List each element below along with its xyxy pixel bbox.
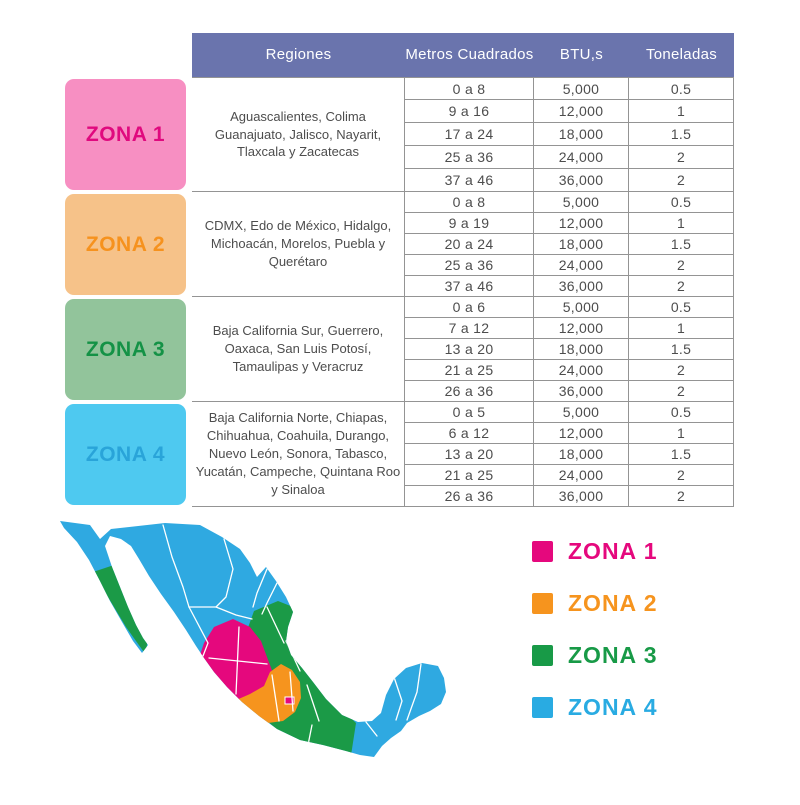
regions-cell: CDMX, Edo de México, Hidalgo, Michoacán,… <box>192 192 405 297</box>
legend-item: ZONA 3 <box>532 641 658 668</box>
regions-cell: Aguascalientes, Colima Guanajuato, Jalis… <box>192 77 405 192</box>
ton-cell: 2 <box>629 465 734 486</box>
header-btus: BTU,s <box>534 33 629 77</box>
ton-cell: 1 <box>629 100 734 123</box>
ton-cell: 1.5 <box>629 339 734 360</box>
table-sections: ZONA 1 Aguascalientes, Colima Guanajuato,… <box>65 77 734 507</box>
zone-label: ZONA 3 <box>65 299 186 400</box>
m2-cell: 37 a 46 <box>405 276 534 297</box>
map-region-baja-sur <box>90 565 148 655</box>
m2-cell: 20 a 24 <box>405 234 534 255</box>
m2-cell: 0 a 8 <box>405 192 534 213</box>
btu-cell: 12,000 <box>534 318 629 339</box>
btu-cell: 24,000 <box>534 146 629 169</box>
legend-item: ZONA 4 <box>532 693 658 720</box>
mexico-map-svg <box>60 521 446 757</box>
m2-cell: 6 a 12 <box>405 423 534 444</box>
legend-swatch <box>532 644 553 666</box>
ton-cell: 1 <box>629 318 734 339</box>
m2-cell: 37 a 46 <box>405 169 534 192</box>
btu-cell: 24,000 <box>534 465 629 486</box>
m2-cell: 7 a 12 <box>405 318 534 339</box>
legend-label: ZONA 4 <box>568 693 658 720</box>
ton-cell: 0.5 <box>629 77 734 100</box>
legend-swatch <box>532 696 553 718</box>
btu-cell: 18,000 <box>534 339 629 360</box>
zones-table: Regiones Metros Cuadrados BTU,s Tonelada… <box>65 33 734 507</box>
ton-cell: 0.5 <box>629 192 734 213</box>
ton-cell: 0.5 <box>629 402 734 423</box>
btu-cell: 36,000 <box>534 276 629 297</box>
m2-cell: 25 a 36 <box>405 146 534 169</box>
ton-cell: 1 <box>629 213 734 234</box>
m2-cell: 13 a 20 <box>405 339 534 360</box>
btu-cell: 5,000 <box>534 77 629 100</box>
header-toneladas: Toneladas <box>629 33 734 77</box>
state-borders <box>162 524 422 746</box>
regions-cell: Baja California Norte, Chiapas, Chihuahu… <box>192 402 405 507</box>
m2-cell: 21 a 25 <box>405 465 534 486</box>
ton-cell: 0.5 <box>629 297 734 318</box>
header-metros-cuadrados: Metros Cuadrados <box>405 33 534 77</box>
legend-label: ZONA 1 <box>568 537 658 564</box>
map-legend: ZONA 1 ZONA 2 ZONA 3 ZONA 4 <box>532 537 658 748</box>
legend-swatch <box>532 540 553 562</box>
m2-cell: 25 a 36 <box>405 255 534 276</box>
zone-label: ZONA 2 <box>65 194 186 295</box>
ton-cell: 1.5 <box>629 234 734 255</box>
ton-cell: 1.5 <box>629 444 734 465</box>
btu-cell: 36,000 <box>534 381 629 402</box>
m2-cell: 13 a 20 <box>405 444 534 465</box>
ton-cell: 2 <box>629 486 734 507</box>
header-regiones: Regiones <box>192 33 405 77</box>
legend-swatch <box>532 592 553 614</box>
m2-cell: 0 a 8 <box>405 77 534 100</box>
ton-cell: 2 <box>629 381 734 402</box>
map-region-tlaxcala <box>284 696 295 705</box>
legend-label: ZONA 2 <box>568 589 658 616</box>
btu-cell: 5,000 <box>534 297 629 318</box>
map-region-zona2 <box>234 664 301 723</box>
mexico-map <box>50 515 520 800</box>
ton-cell: 2 <box>629 276 734 297</box>
btu-cell: 18,000 <box>534 444 629 465</box>
btu-cell: 18,000 <box>534 123 629 146</box>
ton-cell: 1 <box>629 423 734 444</box>
table-header-row: Regiones Metros Cuadrados BTU,s Tonelada… <box>192 33 734 77</box>
m2-cell: 0 a 6 <box>405 297 534 318</box>
legend-label: ZONA 3 <box>568 641 658 668</box>
m2-cell: 21 a 25 <box>405 360 534 381</box>
btu-cell: 24,000 <box>534 255 629 276</box>
zone-label: ZONA 4 <box>65 404 186 505</box>
m2-cell: 9 a 19 <box>405 213 534 234</box>
m2-cell: 17 a 24 <box>405 123 534 146</box>
zone-section: ZONA 2 CDMX, Edo de México, Hidalgo, Mich… <box>65 192 734 297</box>
zone-label: ZONA 1 <box>65 79 186 190</box>
ton-cell: 1.5 <box>629 123 734 146</box>
legend-item: ZONA 2 <box>532 589 658 616</box>
zone-section: ZONA 4 Baja California Norte, Chiapas, Ch… <box>65 402 734 507</box>
ton-cell: 2 <box>629 146 734 169</box>
m2-cell: 0 a 5 <box>405 402 534 423</box>
btu-cell: 5,000 <box>534 192 629 213</box>
m2-cell: 26 a 36 <box>405 381 534 402</box>
m2-cell: 26 a 36 <box>405 486 534 507</box>
btu-cell: 12,000 <box>534 100 629 123</box>
ton-cell: 2 <box>629 169 734 192</box>
legend-item: ZONA 1 <box>532 537 658 564</box>
btu-cell: 12,000 <box>534 213 629 234</box>
regions-cell: Baja California Sur, Guerrero, Oaxaca, S… <box>192 297 405 402</box>
btu-cell: 36,000 <box>534 486 629 507</box>
m2-cell: 9 a 16 <box>405 100 534 123</box>
btu-cell: 24,000 <box>534 360 629 381</box>
btu-cell: 18,000 <box>534 234 629 255</box>
btu-cell: 5,000 <box>534 402 629 423</box>
btu-cell: 36,000 <box>534 169 629 192</box>
zone-section: ZONA 3 Baja California Sur, Guerrero, Oax… <box>65 297 734 402</box>
ton-cell: 2 <box>629 360 734 381</box>
zone-section: ZONA 1 Aguascalientes, Colima Guanajuato,… <box>65 77 734 192</box>
ton-cell: 2 <box>629 255 734 276</box>
btu-cell: 12,000 <box>534 423 629 444</box>
